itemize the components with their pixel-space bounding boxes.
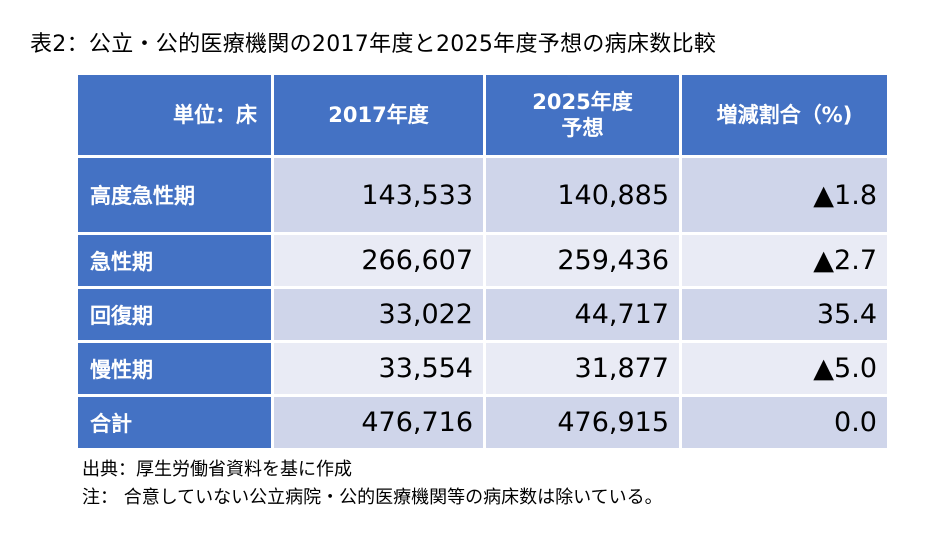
beds-2017-cell: 33,554 bbox=[271, 340, 486, 397]
footnotes: 出典：厚生労働省資料を基に作成 注： 合意していない公立病院・公的医療機関等の病… bbox=[82, 456, 663, 512]
beds-2017-cell: 143,533 bbox=[271, 155, 486, 235]
beds-2025-cell: 476,915 bbox=[483, 394, 682, 451]
table-total-row: 合計 476,716 476,915 0.0 bbox=[75, 394, 890, 451]
beds-2017-cell: 33,022 bbox=[271, 286, 486, 343]
year-2025-forecast-header: 2025年度 予想 bbox=[483, 72, 682, 158]
beds-2025-cell: 140,885 bbox=[483, 155, 682, 235]
row-label: 高度急性期 bbox=[75, 155, 274, 235]
forecast-label: 予想 bbox=[561, 116, 604, 140]
change-rate-cell: ▲1.8 bbox=[679, 155, 890, 235]
beds-2025-cell: 259,436 bbox=[483, 232, 682, 289]
year-2025-label: 2025年度 bbox=[532, 89, 633, 114]
change-rate-header: 増減割合（%) bbox=[679, 72, 890, 158]
table-row: 急性期 266,607 259,436 ▲2.7 bbox=[75, 232, 890, 289]
row-label: 回復期 bbox=[75, 286, 274, 343]
bed-count-table: 単位：床 2017年度 2025年度 予想 増減割合（%) 高度急性期 143,5… bbox=[75, 72, 890, 451]
table-row: 高度急性期 143,533 140,885 ▲1.8 bbox=[75, 155, 890, 235]
row-label: 合計 bbox=[75, 394, 274, 451]
change-rate-cell: ▲2.7 bbox=[679, 232, 890, 289]
source-note: 出典：厚生労働省資料を基に作成 bbox=[82, 459, 352, 480]
beds-2017-cell: 266,607 bbox=[271, 232, 486, 289]
beds-2025-cell: 31,877 bbox=[483, 340, 682, 397]
table-header-row: 単位：床 2017年度 2025年度 予想 増減割合（%) bbox=[75, 72, 890, 158]
table-row: 慢性期 33,554 31,877 ▲5.0 bbox=[75, 340, 890, 397]
change-rate-cell: 0.0 bbox=[679, 394, 890, 451]
year-2017-header: 2017年度 bbox=[271, 72, 486, 158]
beds-2025-cell: 44,717 bbox=[483, 286, 682, 343]
row-label: 慢性期 bbox=[75, 340, 274, 397]
table-row: 回復期 33,022 44,717 35.4 bbox=[75, 286, 890, 343]
change-rate-cell: 35.4 bbox=[679, 286, 890, 343]
row-label: 急性期 bbox=[75, 232, 274, 289]
exclusion-note: 注： 合意していない公立病院・公的医療機関等の病床数は除いている。 bbox=[82, 487, 663, 508]
beds-2017-cell: 476,716 bbox=[271, 394, 486, 451]
change-rate-cell: ▲5.0 bbox=[679, 340, 890, 397]
unit-header: 単位：床 bbox=[75, 72, 274, 158]
page-title: 表2：公立・公的医療機関の2017年度と2025年度予想の病床数比較 bbox=[30, 32, 717, 57]
